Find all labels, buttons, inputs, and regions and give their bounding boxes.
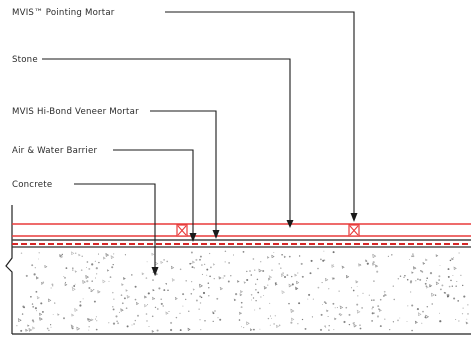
label-pointing-mortar: MVIS™ Pointing Mortar bbox=[12, 8, 115, 18]
veneer-layers bbox=[12, 223, 471, 248]
mortar-joint-marker bbox=[348, 224, 360, 237]
label-hi-bond-mortar: MVIS Hi-Bond Veneer Mortar bbox=[12, 107, 139, 117]
mortar-joint-marker bbox=[176, 224, 188, 237]
leader-arrow bbox=[286, 220, 294, 228]
leader-arrow bbox=[350, 213, 358, 222]
break-line bbox=[5, 205, 13, 334]
label-air-water-barrier: Air & Water Barrier bbox=[12, 146, 97, 156]
callout-hi-bond-mortar: MVIS Hi-Bond Veneer Mortar bbox=[12, 107, 220, 239]
leader-arrow bbox=[189, 233, 197, 242]
concrete-substrate bbox=[5, 205, 471, 335]
leader-arrow bbox=[151, 267, 159, 276]
label-stone: Stone bbox=[12, 55, 38, 65]
leader-arrow bbox=[212, 230, 220, 239]
callout-air-water-barrier: Air & Water Barrier bbox=[12, 146, 197, 242]
callout-stone: Stone bbox=[12, 55, 294, 228]
callout-pointing-mortar: MVIS™ Pointing Mortar bbox=[12, 8, 358, 222]
callout-concrete: Concrete bbox=[12, 180, 159, 276]
label-concrete: Concrete bbox=[12, 180, 52, 190]
concrete-aggregate-pattern bbox=[16, 250, 469, 333]
